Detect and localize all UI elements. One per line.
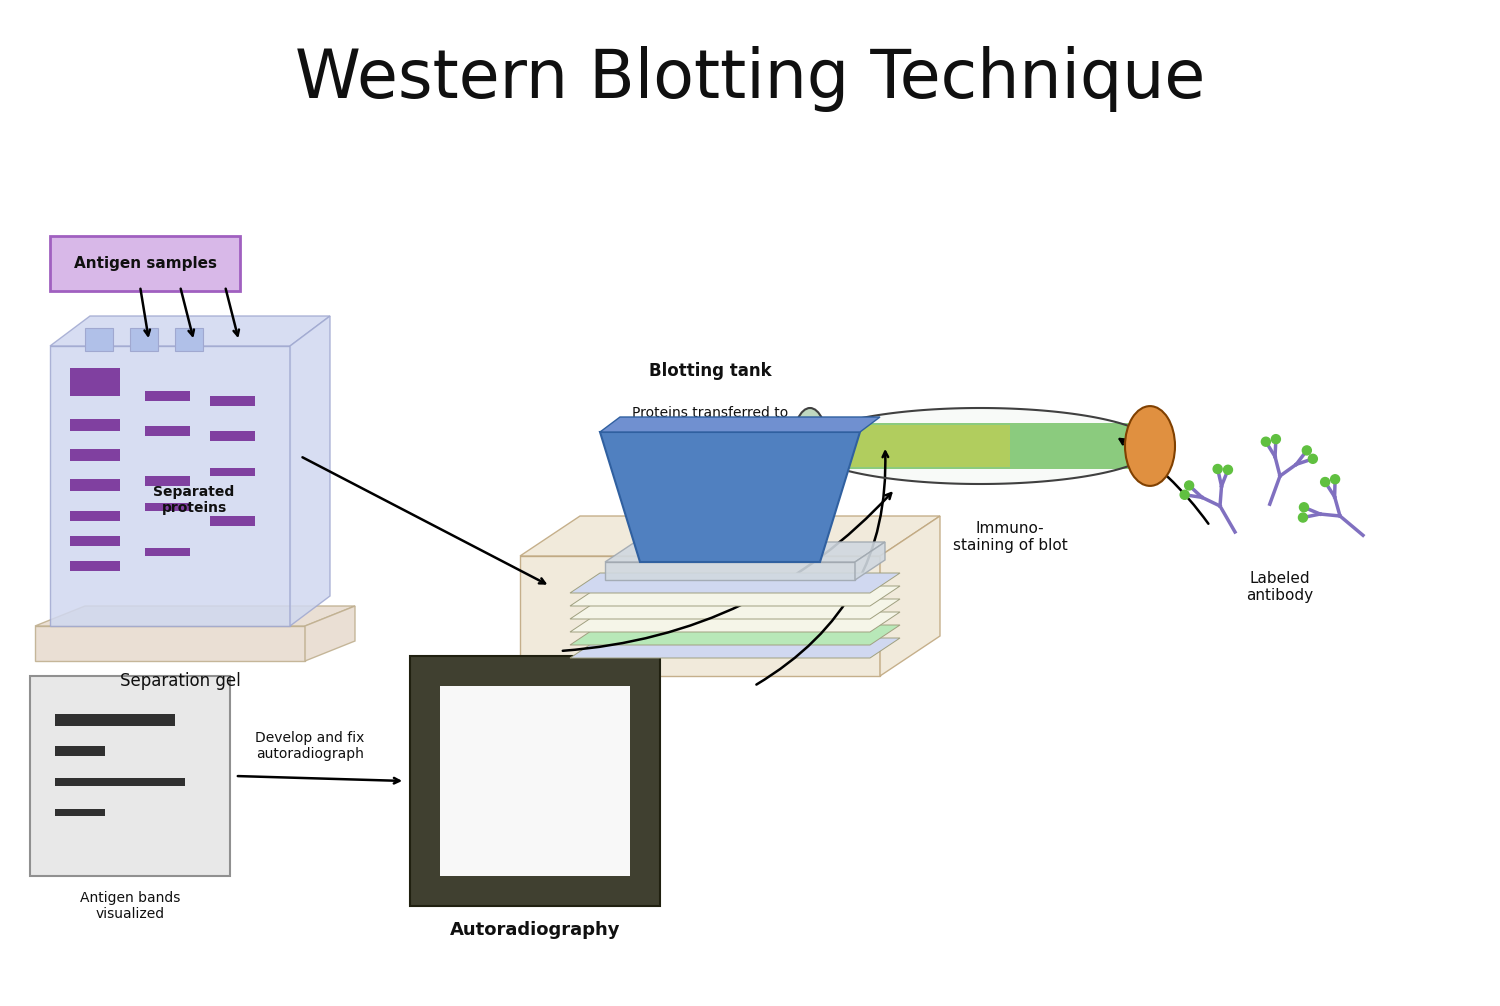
Polygon shape — [70, 479, 120, 491]
Circle shape — [1224, 466, 1233, 474]
Ellipse shape — [1125, 406, 1174, 486]
Circle shape — [1262, 438, 1270, 447]
Polygon shape — [56, 778, 184, 786]
Polygon shape — [70, 368, 120, 396]
Polygon shape — [570, 599, 900, 619]
Text: Antigen bands
visualized: Antigen bands visualized — [80, 891, 180, 921]
Polygon shape — [836, 426, 1010, 467]
Polygon shape — [146, 426, 190, 436]
Ellipse shape — [792, 408, 828, 484]
Text: Western Blotting Technique: Western Blotting Technique — [296, 46, 1204, 112]
Polygon shape — [880, 516, 940, 676]
Polygon shape — [176, 328, 202, 351]
Polygon shape — [130, 328, 158, 351]
Circle shape — [1299, 503, 1308, 512]
Circle shape — [1214, 465, 1222, 474]
Polygon shape — [855, 542, 885, 580]
Polygon shape — [410, 656, 660, 906]
FancyBboxPatch shape — [50, 236, 240, 291]
Polygon shape — [146, 391, 190, 401]
Polygon shape — [440, 686, 630, 876]
Polygon shape — [70, 420, 120, 431]
Polygon shape — [70, 511, 120, 521]
Polygon shape — [570, 638, 900, 658]
Polygon shape — [50, 316, 330, 346]
Polygon shape — [290, 316, 330, 626]
Text: Proteins transferred to
nitrocellulose sheet (blot): Proteins transferred to nitrocellulose s… — [621, 405, 800, 436]
Polygon shape — [210, 431, 255, 441]
Polygon shape — [600, 432, 859, 562]
Polygon shape — [70, 449, 120, 461]
Text: Blotting tank: Blotting tank — [648, 362, 771, 380]
Text: Develop and fix
autoradiograph: Develop and fix autoradiograph — [255, 730, 364, 761]
Polygon shape — [520, 556, 880, 676]
Polygon shape — [146, 548, 190, 556]
Polygon shape — [146, 476, 190, 486]
Polygon shape — [604, 562, 855, 580]
Circle shape — [1330, 475, 1340, 484]
Polygon shape — [600, 417, 880, 432]
Text: Antigen samples: Antigen samples — [74, 256, 216, 271]
Polygon shape — [520, 516, 940, 556]
Polygon shape — [304, 606, 355, 661]
Polygon shape — [570, 612, 900, 632]
Polygon shape — [570, 573, 900, 593]
Polygon shape — [604, 542, 885, 562]
Polygon shape — [210, 468, 255, 476]
Polygon shape — [56, 809, 105, 816]
Polygon shape — [70, 561, 120, 571]
Text: Labeled
antibody: Labeled antibody — [1246, 571, 1314, 604]
Circle shape — [1320, 478, 1329, 487]
Polygon shape — [806, 408, 1155, 484]
Polygon shape — [86, 328, 112, 351]
Text: Autoradiography: Autoradiography — [450, 921, 621, 939]
Text: Immuno-
staining of blot: Immuno- staining of blot — [952, 521, 1068, 553]
Text: Separation gel: Separation gel — [120, 672, 240, 690]
Polygon shape — [120, 714, 176, 726]
Polygon shape — [30, 676, 230, 876]
Circle shape — [1299, 513, 1308, 522]
Polygon shape — [836, 424, 1132, 469]
Polygon shape — [56, 746, 105, 756]
Polygon shape — [210, 396, 255, 406]
Circle shape — [1185, 481, 1194, 490]
Circle shape — [1272, 435, 1281, 444]
Polygon shape — [210, 516, 255, 526]
Circle shape — [1302, 446, 1311, 455]
Polygon shape — [50, 346, 290, 626]
Polygon shape — [70, 536, 120, 546]
Polygon shape — [56, 714, 135, 726]
Polygon shape — [570, 586, 900, 606]
Polygon shape — [34, 606, 356, 626]
Polygon shape — [146, 503, 190, 511]
Circle shape — [1180, 490, 1190, 499]
Text: Separated
proteins: Separated proteins — [153, 485, 234, 515]
Polygon shape — [570, 625, 900, 645]
Circle shape — [1308, 455, 1317, 464]
Polygon shape — [668, 427, 836, 465]
Polygon shape — [34, 626, 305, 661]
